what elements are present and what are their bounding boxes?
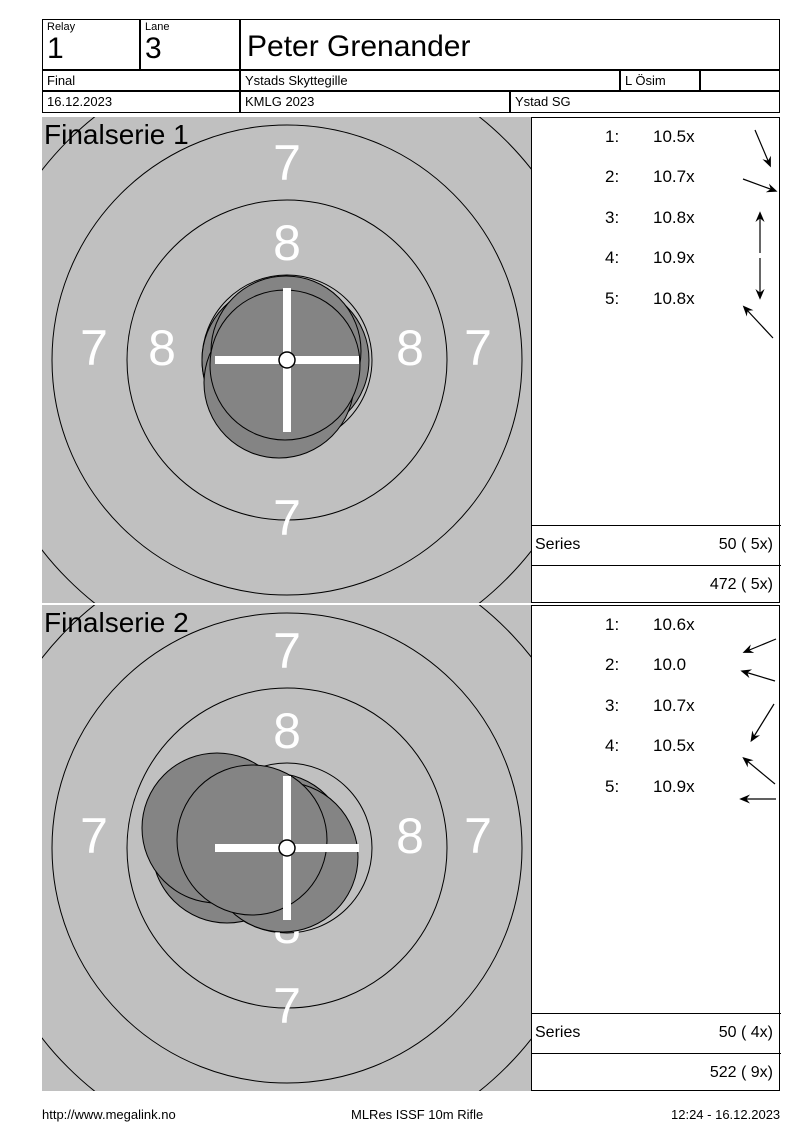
svg-text:7: 7 (80, 808, 108, 864)
svg-text:8: 8 (148, 320, 176, 376)
svg-text:7: 7 (273, 978, 301, 1034)
svg-text:7: 7 (273, 490, 301, 546)
svg-text:8: 8 (396, 320, 424, 376)
svg-text:7: 7 (273, 135, 301, 191)
svg-text:8: 8 (273, 215, 301, 271)
svg-text:7: 7 (464, 808, 492, 864)
svg-text:7: 7 (80, 320, 108, 376)
svg-text:7: 7 (464, 320, 492, 376)
svg-text:8: 8 (396, 808, 424, 864)
svg-text:8: 8 (273, 703, 301, 759)
svg-text:7: 7 (273, 623, 301, 679)
